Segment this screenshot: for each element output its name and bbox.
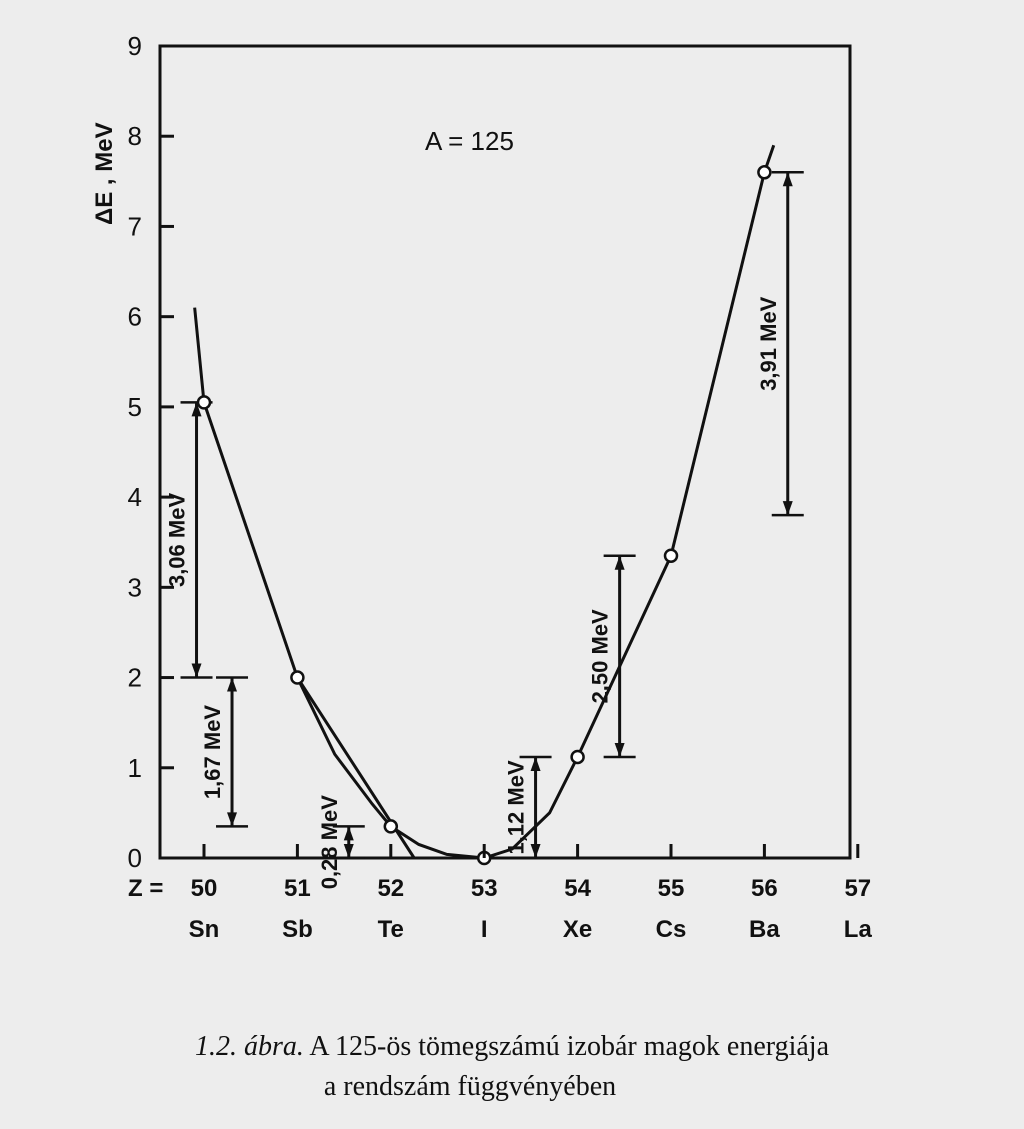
delta-label: 2,50 MeV	[588, 609, 613, 703]
x-tick-label: 52	[377, 875, 404, 902]
delta-label: 1,67 MeV	[200, 705, 225, 799]
delta-label: 0,28 MeV	[317, 795, 342, 889]
element-symbol: Sb	[282, 916, 313, 943]
y-tick-label: 4	[128, 482, 142, 512]
odd-z-line	[193, 307, 416, 859]
plot-frame	[158, 44, 852, 860]
arrow-head	[227, 677, 238, 692]
y-tick-label: 3	[128, 572, 142, 602]
data-point	[290, 670, 305, 685]
element-symbol: Cs	[656, 916, 687, 943]
element-symbol: Xe	[563, 916, 592, 943]
arrow-head	[343, 826, 354, 841]
arrow-head	[227, 812, 238, 827]
figure-caption-line1: 1.2. ábra. A 125-ös tömegszámú izobár ma…	[195, 1031, 830, 1062]
caption-text-1: A 125-ös tömegszámú izobár magok energiá…	[304, 1031, 830, 1062]
parabola-curve	[296, 676, 579, 860]
y-tick-label: 9	[128, 31, 142, 61]
arrow-head	[530, 756, 541, 771]
x-tick-label: 56	[751, 875, 778, 902]
arrow-head	[191, 663, 202, 678]
element-symbol: Ba	[749, 916, 780, 943]
data-point	[196, 395, 212, 410]
arrow-head	[614, 555, 625, 570]
arrow-head	[782, 172, 793, 187]
even-z-line	[576, 144, 776, 758]
data-point	[383, 819, 399, 834]
y-axis-label: ΔE , MeV	[91, 122, 118, 225]
y-tick-label: 1	[128, 753, 142, 783]
figure-caption-line2: a rendszám függvényében	[324, 1071, 616, 1102]
arrow-head	[343, 844, 354, 858]
delta-label: 3,91 MeV	[756, 296, 781, 390]
x-tick-label: 50	[191, 875, 218, 902]
data-point	[663, 548, 679, 564]
x-tick-label: 51	[284, 875, 311, 902]
delta-label: 3,06 MeV	[165, 493, 190, 587]
isobar-label: A = 125	[425, 126, 514, 156]
element-symbol: La	[844, 916, 873, 943]
y-tick-label: 5	[128, 392, 142, 422]
figure-label: 1.2. ábra.	[195, 1031, 304, 1062]
y-tick-label: 8	[128, 121, 142, 151]
data-point	[570, 749, 585, 765]
x-tick-label: 57	[844, 875, 871, 902]
arrow-head	[530, 844, 541, 858]
z-axis-prefix: Z =	[128, 875, 163, 902]
arrow-head	[614, 742, 625, 757]
element-symbol: Te	[378, 916, 404, 943]
x-tick-label: 53	[471, 875, 498, 902]
y-tick-label: 7	[128, 211, 142, 241]
y-tick-label: 2	[128, 663, 142, 693]
x-tick-label: 54	[564, 875, 591, 902]
element-symbol: Sn	[189, 916, 220, 943]
y-tick-label: 0	[128, 843, 142, 873]
arrow-head	[191, 402, 202, 417]
data-point	[757, 165, 772, 180]
element-symbol: I	[481, 916, 488, 943]
y-tick-label: 6	[128, 302, 142, 332]
x-tick-label: 55	[658, 875, 685, 902]
delta-label: 1,12 MeV	[504, 760, 529, 854]
arrow-head	[782, 501, 793, 516]
